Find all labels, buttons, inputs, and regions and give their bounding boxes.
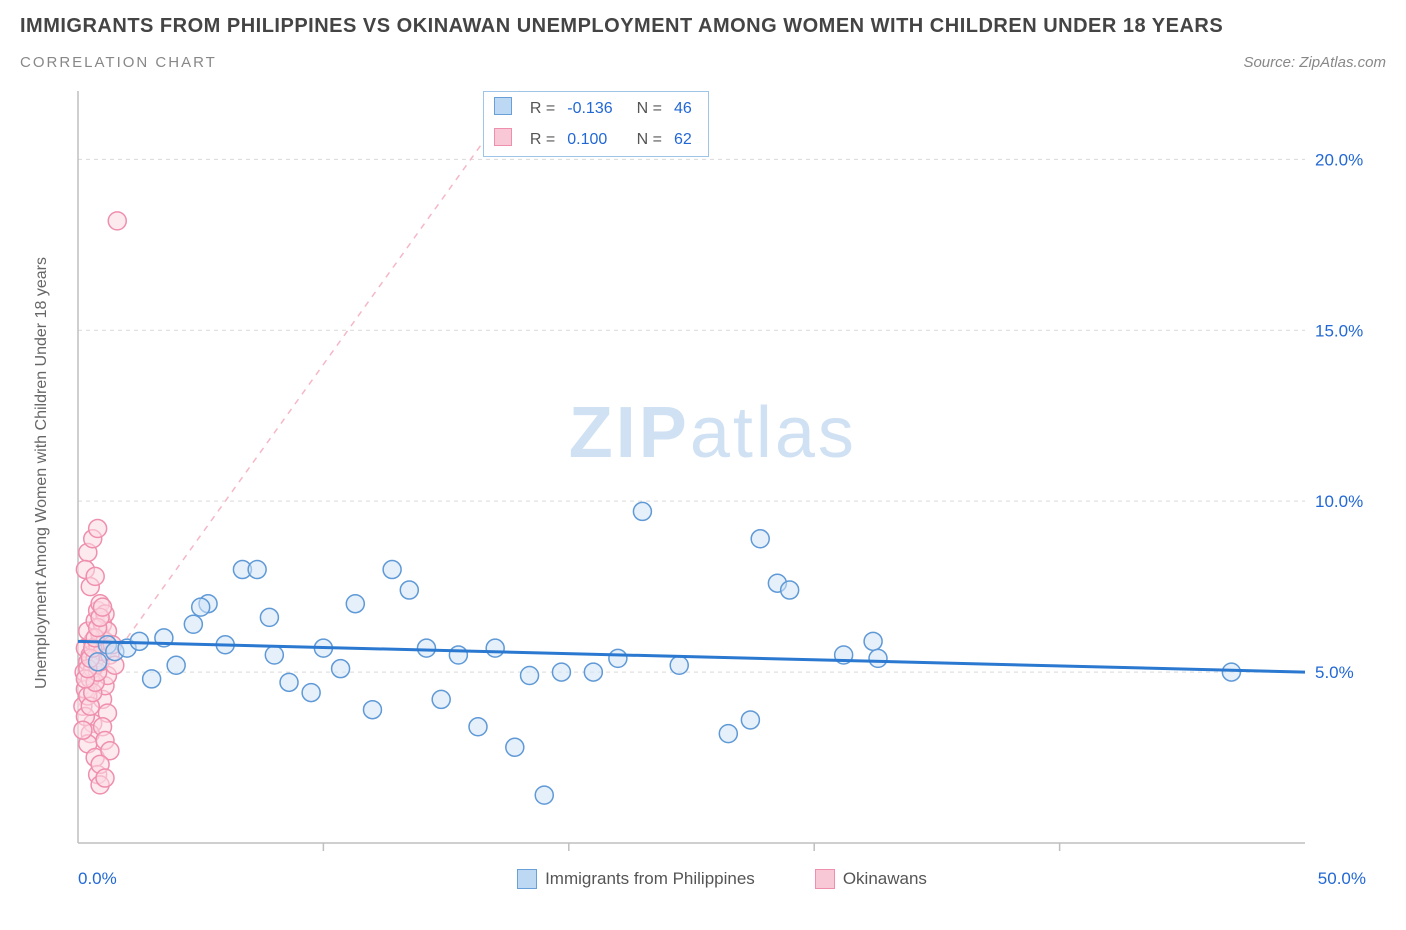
source-attribution: Source: ZipAtlas.com	[1243, 54, 1386, 71]
correlation-legend: R =-0.136N =46R =0.100N =62	[483, 91, 709, 157]
series-name: Immigrants from Philippines	[545, 869, 755, 889]
legend-r-label: R =	[522, 125, 563, 154]
chart-subtitle: CORRELATION CHART	[20, 54, 217, 71]
series-legend-item-blue: Immigrants from Philippines	[517, 869, 755, 889]
series-legend: 0.0% 50.0% Immigrants from Philippines Ok…	[78, 869, 1366, 889]
legend-r-value: -0.136	[565, 94, 626, 123]
legend-n-label: N =	[629, 125, 670, 154]
legend-swatch-icon	[494, 97, 512, 115]
series-legend-item-pink: Okinawans	[815, 869, 927, 889]
scatter-chart: 5.0% 10.0% 15.0% 20.0%	[20, 83, 1365, 863]
legend-n-value: 62	[672, 125, 706, 154]
legend-n-label: N =	[629, 94, 670, 123]
legend-r-value: 0.100	[565, 125, 626, 154]
legend-r-label: R =	[522, 94, 563, 123]
svg-text:20.0%: 20.0%	[1315, 150, 1363, 169]
svg-text:10.0%: 10.0%	[1315, 492, 1363, 511]
plot-area: Unemployment Among Women with Children U…	[20, 83, 1386, 863]
series-swatch-icon	[517, 869, 537, 889]
x-axis-max-label: 50.0%	[1318, 869, 1366, 889]
x-axis-min-label: 0.0%	[78, 869, 117, 889]
chart-container: IMMIGRANTS FROM PHILIPPINES VS OKINAWAN …	[0, 0, 1406, 930]
legend-swatch-icon	[494, 128, 512, 146]
series-swatch-icon	[815, 869, 835, 889]
y-axis-label: Unemployment Among Women with Children U…	[33, 257, 51, 689]
subtitle-row: CORRELATION CHART Source: ZipAtlas.com	[20, 54, 1386, 71]
chart-title: IMMIGRANTS FROM PHILIPPINES VS OKINAWAN …	[20, 15, 1386, 38]
svg-text:5.0%: 5.0%	[1315, 663, 1354, 682]
legend-row-pink: R =0.100N =62	[486, 125, 706, 154]
series-name: Okinawans	[843, 869, 927, 889]
legend-row-blue: R =-0.136N =46	[486, 94, 706, 123]
legend-n-value: 46	[672, 94, 706, 123]
svg-text:15.0%: 15.0%	[1315, 321, 1363, 340]
